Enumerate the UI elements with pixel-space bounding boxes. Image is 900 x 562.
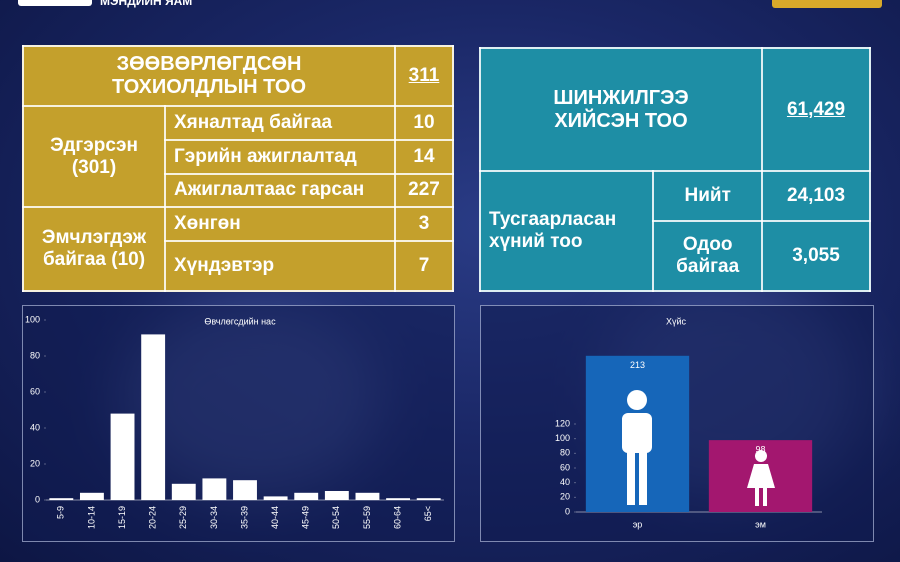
- icon-leg: [755, 488, 759, 506]
- icon-head: [627, 390, 647, 410]
- chart-title: Өвчлөгсдийн нас: [204, 316, 276, 326]
- y-tick-label: 120: [555, 418, 570, 428]
- y-tick-label: 20: [30, 458, 40, 468]
- bar: [171, 483, 196, 500]
- x-tick-label: 45-49: [301, 506, 311, 529]
- x-tick-label: 65<: [423, 506, 433, 521]
- x-tick-label: 60-64: [392, 506, 402, 529]
- x-tick-label: 30-34: [209, 506, 219, 529]
- data-label: 98: [755, 445, 765, 455]
- bar: [355, 492, 380, 500]
- bar: [110, 413, 135, 500]
- bar: [49, 498, 74, 500]
- y-tick-label: 100: [555, 433, 570, 443]
- icon-leg: [639, 450, 647, 505]
- cases-total: 311: [394, 45, 454, 107]
- cases-title: ЗӨӨВӨРЛӨГДСӨН ТОХИОЛДЛЫН ТОО: [111, 53, 306, 98]
- y-tick-label: 80: [30, 350, 40, 360]
- y-tick-label: 100: [25, 314, 40, 324]
- y-tick-label: 20: [560, 492, 570, 502]
- chart-panel: [22, 305, 455, 542]
- x-tick-label: 25-29: [178, 506, 188, 529]
- row-label: Ажиглалтаас гарсан: [164, 172, 396, 209]
- row-value: 227: [394, 172, 454, 209]
- female-icon: [747, 450, 775, 506]
- y-tick-label: 0: [35, 494, 40, 504]
- x-tick-label: 10-14: [86, 506, 96, 529]
- logo: [18, 0, 92, 6]
- x-tick-label: 20-24: [148, 506, 158, 529]
- data-label: 213: [630, 360, 645, 370]
- tests-total: 61,429: [761, 47, 871, 172]
- tests-title: ШИНЖИЛГЭЭ ХИЙСЭН ТОО: [553, 86, 689, 132]
- y-tick-label: 60: [560, 462, 570, 472]
- y-tick-label: 0: [565, 506, 570, 516]
- row-value: 24,103: [761, 170, 871, 222]
- x-tick-label: эм: [755, 519, 766, 529]
- icon-leg: [627, 450, 635, 505]
- group-label: Тусгаарласан хүний тоо: [478, 170, 655, 292]
- row-label: Одоо байгаа: [652, 220, 764, 292]
- group-label: Эдгэрсэн (301): [22, 104, 166, 209]
- row-value: 3: [394, 206, 454, 242]
- x-tick-label: 50-54: [331, 506, 341, 529]
- tests-table: ШИНЖИЛГЭЭ ХИЙСЭН ТОО 61,429 Тусгаарласан …: [478, 47, 871, 292]
- icon-leg: [763, 488, 767, 506]
- group-label: Эмчлэгдэж байгаа (10): [22, 206, 166, 292]
- x-tick-label: 55-59: [362, 506, 372, 529]
- bar: [386, 498, 411, 500]
- row-label: Хяналтад байгаа: [164, 105, 396, 141]
- header-title: МЭНДИЙН ЯАМ: [100, 0, 193, 8]
- bar: [294, 492, 319, 500]
- bar: [202, 478, 227, 500]
- bar: [324, 491, 349, 500]
- row-value: 10: [394, 105, 454, 141]
- x-tick-label: 35-39: [239, 506, 249, 529]
- row-label: Гэрийн ажиглалтад: [164, 138, 396, 175]
- icon-body: [747, 464, 775, 488]
- y-tick-label: 60: [30, 386, 40, 396]
- row-value: 7: [394, 240, 454, 292]
- bar: [141, 334, 166, 500]
- bar: [233, 480, 257, 500]
- cases-table: ЗӨӨВӨРЛӨГДСӨН ТОХИОЛДЛЫН ТОО 311 Эдгэрсэн…: [22, 45, 454, 292]
- row-label: Нийт: [652, 170, 764, 222]
- x-tick-label: 15-19: [117, 506, 127, 529]
- y-tick-label: 40: [560, 477, 570, 487]
- y-tick-label: 80: [560, 448, 570, 458]
- icon-head: [755, 450, 767, 462]
- male-icon: [622, 390, 652, 505]
- x-tick-label: 5-9: [56, 506, 66, 519]
- y-tick-label: 40: [30, 422, 40, 432]
- bar: [263, 496, 288, 500]
- row-value: 14: [394, 138, 454, 175]
- row-label: Хүндэвтэр: [164, 240, 396, 292]
- bar: [416, 498, 441, 500]
- header-button[interactable]: [772, 0, 882, 8]
- chart-title: Хүйс: [666, 316, 687, 326]
- bar: [79, 492, 104, 500]
- icon-body: [622, 413, 652, 453]
- row-label: Хөнгөн: [164, 206, 396, 242]
- x-tick-label: эр: [633, 519, 643, 529]
- row-value: 3,055: [761, 220, 871, 292]
- x-tick-label: 40-44: [270, 506, 280, 529]
